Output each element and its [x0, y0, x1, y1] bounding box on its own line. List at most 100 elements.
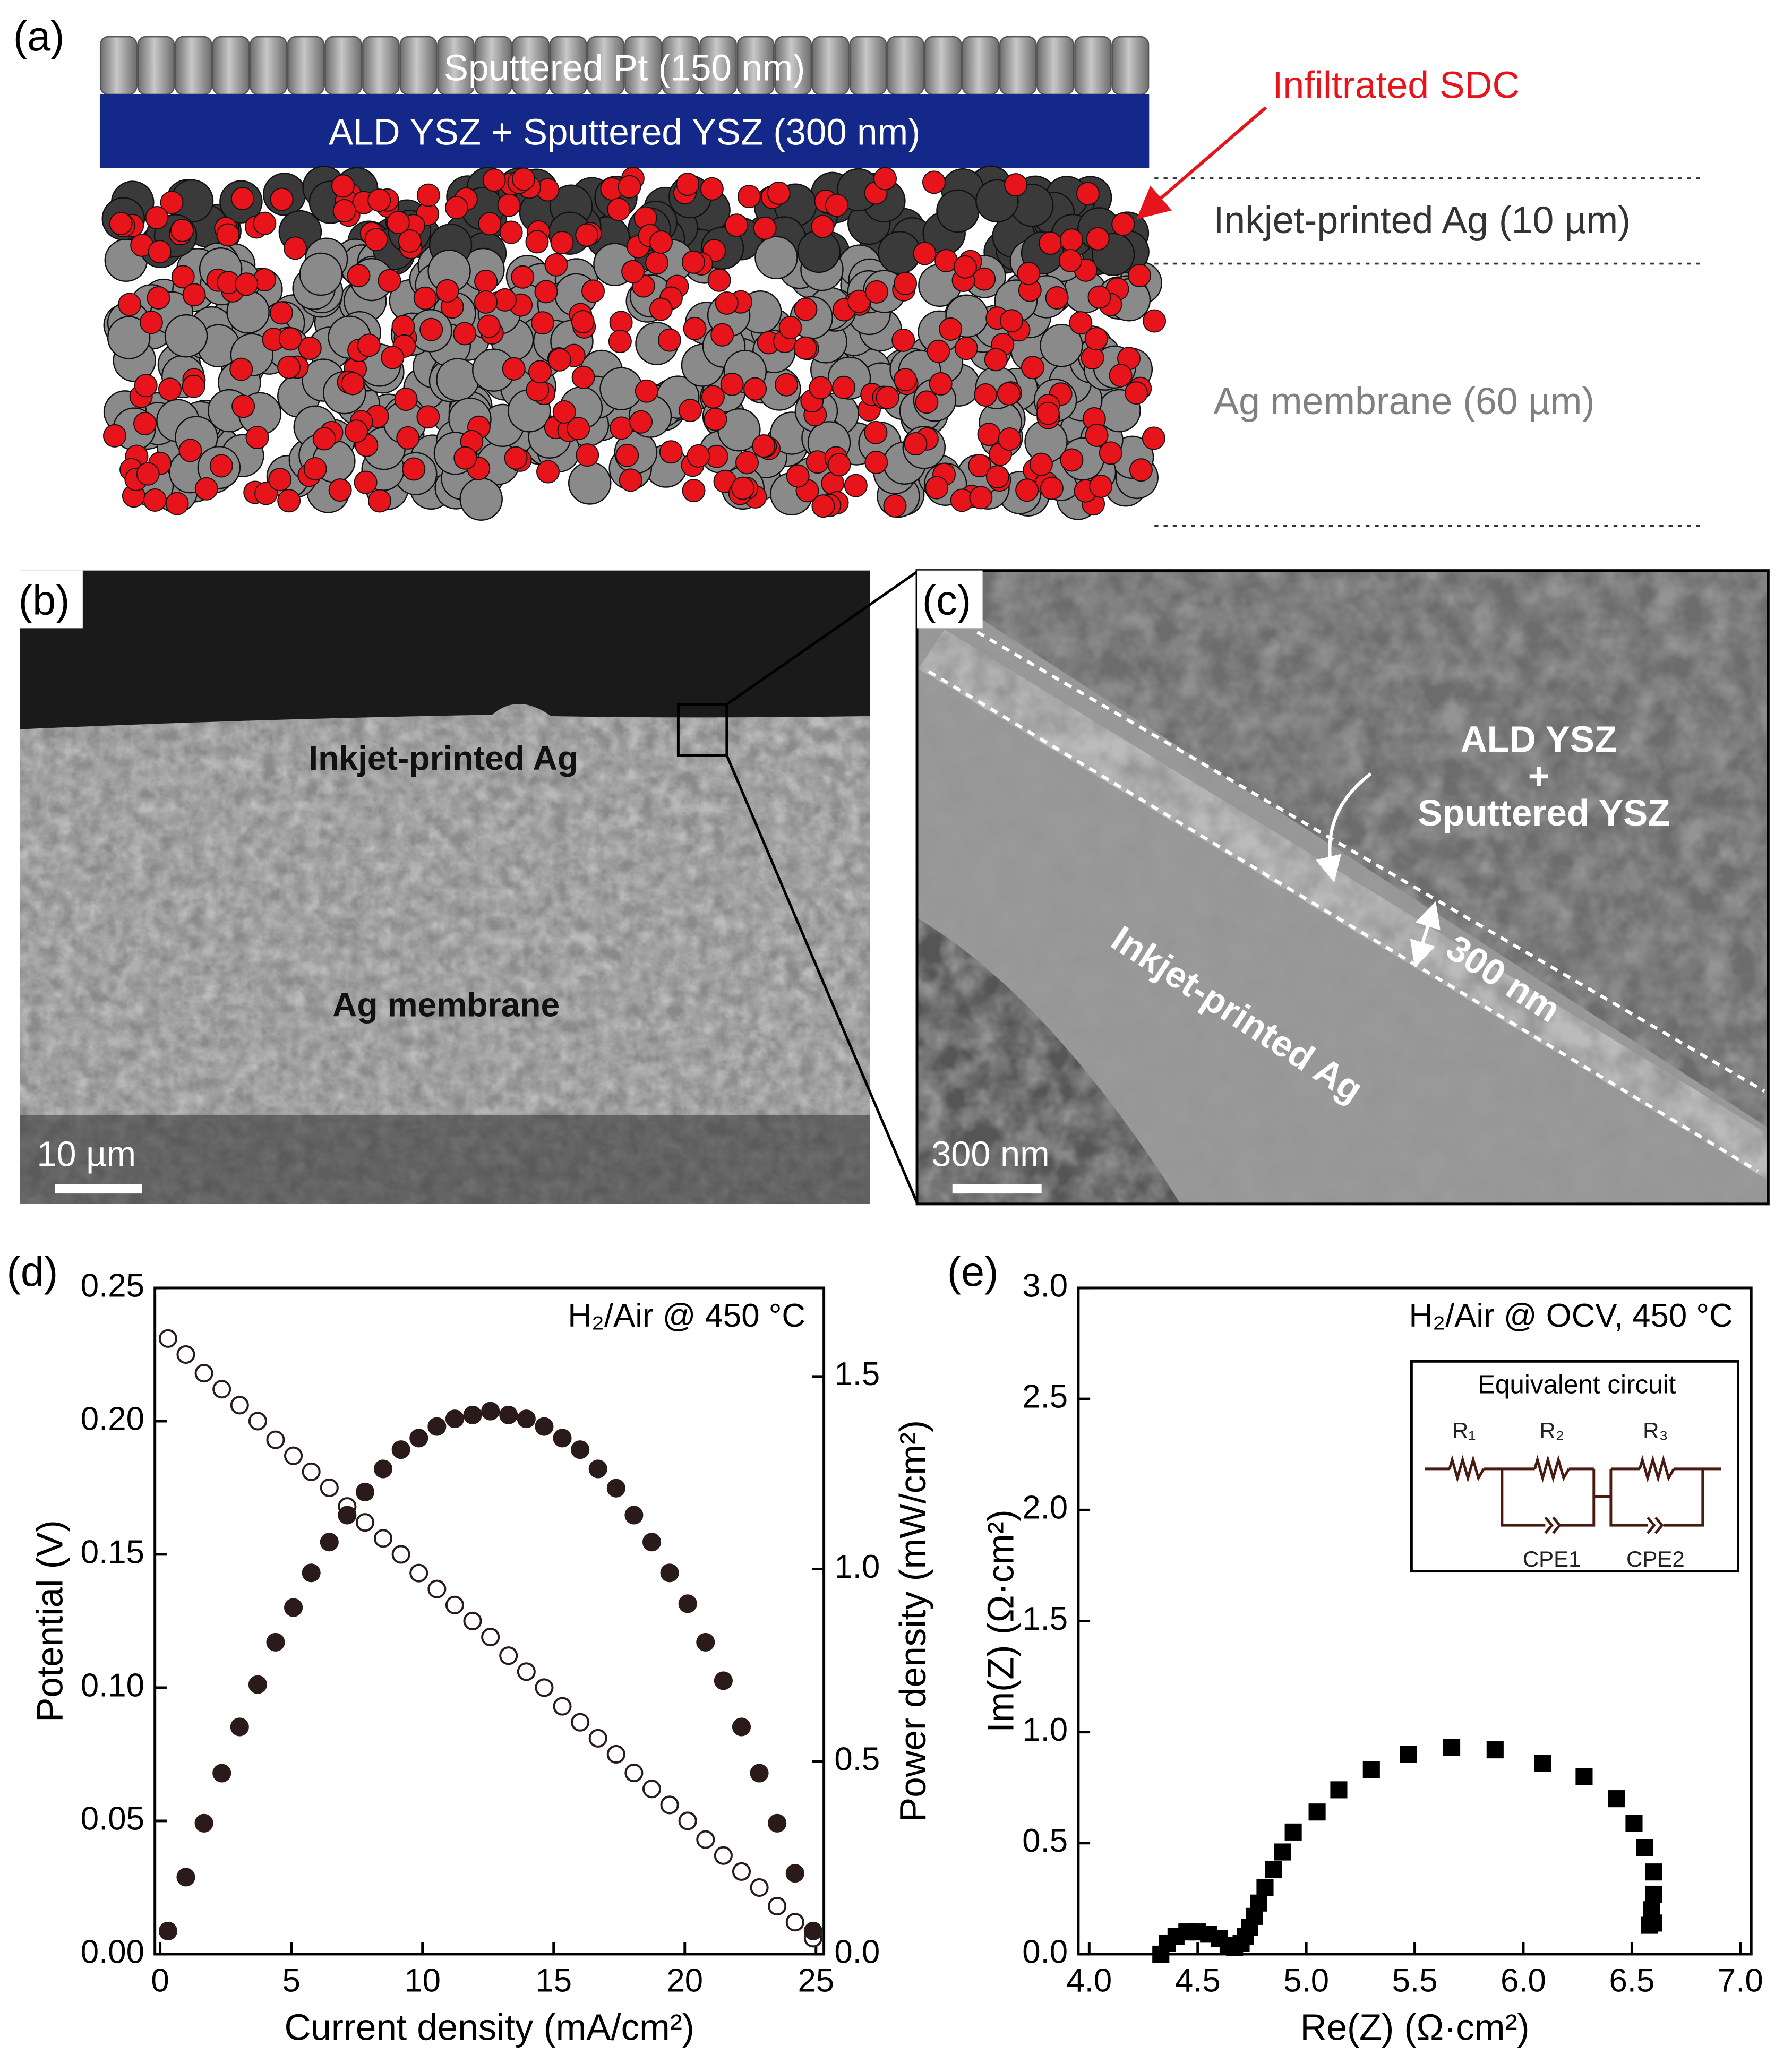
charts: (d) H₂/Air @ 450 °C 0 5 10 15 20 25 0.00 0.05 0.10…	[7, 1248, 1763, 2048]
data-point	[750, 1878, 769, 1897]
sdc-particle	[1058, 248, 1082, 272]
sdc-particle	[254, 482, 278, 505]
particles	[101, 165, 1167, 521]
data-point	[481, 1402, 500, 1421]
sdc-particle	[984, 348, 1008, 372]
ag-particle	[107, 316, 151, 359]
sdc-particle	[367, 188, 391, 212]
y-tick-label: 0.25	[81, 1267, 144, 1304]
sdc-particle	[512, 167, 536, 191]
sdc-particle	[544, 253, 568, 277]
sdc-particle	[1036, 401, 1060, 425]
resistor	[1638, 1455, 1675, 1483]
sdc-particle	[1111, 212, 1135, 236]
sdc-particle	[891, 328, 915, 352]
data-point	[696, 1830, 715, 1849]
data-point	[481, 1628, 500, 1647]
region-label: Ag membrane	[332, 985, 560, 1024]
sdc-particle	[687, 444, 710, 468]
dividers	[1154, 177, 1705, 527]
sdc-particle	[171, 265, 195, 289]
y-tick-label: 2.5	[1022, 1378, 1068, 1415]
x-tick-label: 5.0	[1283, 1963, 1329, 1999]
data-point	[391, 1545, 410, 1564]
sdc-particle	[552, 400, 576, 424]
y-tick-label: 0.15	[81, 1534, 144, 1570]
data-point	[499, 1405, 518, 1424]
data-point	[158, 1921, 177, 1940]
sdc-particle	[1017, 262, 1041, 286]
data-point	[1608, 1790, 1625, 1808]
sdc-particle	[270, 187, 294, 211]
y-tick-label: 0.0	[1022, 1933, 1068, 1970]
sdc-particle	[398, 229, 422, 253]
sdc-particle	[118, 293, 142, 316]
pt-column	[887, 36, 924, 96]
sdc-particle	[139, 311, 163, 334]
arrow	[1136, 106, 1267, 220]
sdc-particle	[825, 193, 848, 217]
sdc-particle	[832, 375, 856, 399]
sdc-particle	[1060, 228, 1084, 252]
sdc-particle	[345, 419, 368, 443]
sdc-particle	[575, 223, 599, 247]
sdc-particle	[737, 185, 761, 209]
label-box	[917, 570, 983, 629]
sdc-particle	[381, 346, 405, 369]
sdc-particle	[268, 468, 292, 492]
y-tick-label: 1.5	[1022, 1601, 1068, 1637]
sdc-particle	[1128, 264, 1152, 288]
pt-column	[137, 36, 175, 96]
sdc-particle	[1076, 182, 1100, 205]
sdc-particle	[707, 268, 731, 292]
x-tick-label: 5.5	[1392, 1963, 1438, 1999]
sdc-particle	[133, 411, 157, 435]
sdc-particle	[1004, 173, 1028, 197]
sdc-particle	[1099, 441, 1122, 465]
sdc-particle	[1086, 227, 1110, 251]
ag-particle	[1040, 324, 1083, 367]
sdc-particle	[303, 457, 327, 481]
plot-frame	[153, 1286, 826, 1956]
data-point	[785, 1913, 804, 1932]
sdc-particle	[725, 213, 749, 237]
sdc-particle	[136, 462, 160, 486]
data-point	[409, 1429, 428, 1448]
data-point	[248, 1675, 267, 1694]
sdc-particle	[927, 339, 950, 363]
data-point	[1625, 1815, 1643, 1832]
data-point	[445, 1409, 464, 1429]
inset-label: CPE1	[1523, 1546, 1581, 1571]
data-point	[571, 1713, 590, 1732]
sdc-particle	[103, 424, 126, 448]
data-point	[1330, 1781, 1348, 1799]
sdc-particle	[229, 357, 253, 381]
sdc-particle	[873, 167, 897, 191]
sdc-particle	[1142, 426, 1165, 450]
sdc-particle	[865, 280, 889, 304]
data-point	[320, 1533, 339, 1552]
sdc-particle	[794, 297, 818, 321]
inset-title: Equivalent circuit	[1478, 1370, 1676, 1399]
sdc-particle	[735, 451, 759, 475]
pt-column	[1111, 36, 1150, 96]
panel-label: (b)	[19, 576, 70, 623]
data-point	[1256, 1879, 1274, 1896]
y-tick-label: 0.05	[81, 1800, 144, 1837]
y2-tick-label: 0.0	[834, 1933, 880, 1970]
data-point	[517, 1662, 536, 1681]
pt-column	[99, 36, 138, 96]
sdc-particle	[1087, 285, 1111, 309]
sdc-particle	[939, 317, 963, 341]
sdc-particle	[649, 297, 673, 321]
sdc-particle	[341, 372, 365, 396]
sdc-particle	[786, 464, 810, 488]
sdc-particle	[170, 219, 194, 242]
x-axis-label: Re(Z) (Ω·cm²)	[1300, 2007, 1530, 2048]
pt-column	[250, 36, 287, 96]
pt-column	[1036, 36, 1075, 96]
pt-layer	[99, 36, 1150, 96]
pt-column	[362, 36, 400, 96]
sdc-particle	[1143, 309, 1167, 333]
data-point	[553, 1697, 572, 1716]
